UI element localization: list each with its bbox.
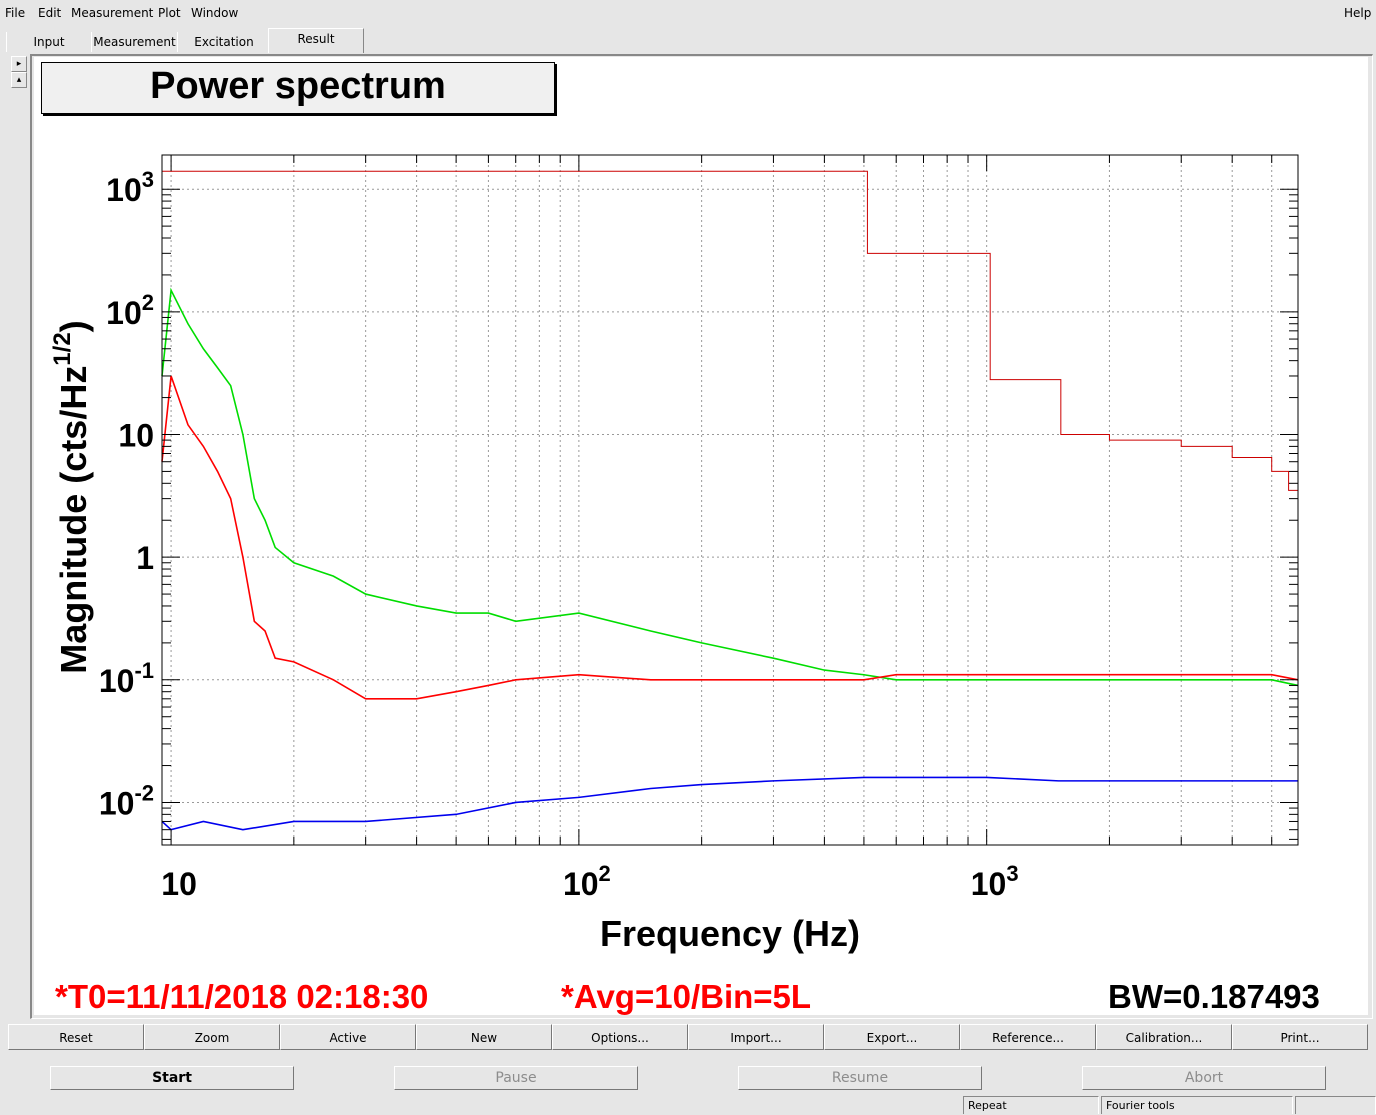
pause-button[interactable]: Pause [394,1066,638,1090]
t0-label: *T0=11/11/2018 02:18:30 [55,978,429,1015]
plot-frame [161,154,1299,846]
tab-result[interactable]: Result [268,28,364,53]
import-button[interactable]: Import... [688,1024,824,1050]
menu-help[interactable]: Help [1344,6,1372,20]
x-tick-label: 103 [971,861,1019,902]
series-darkred-line [162,170,1299,521]
y-tick-label: 10 [118,418,154,454]
statusbar-repeat: Repeat [963,1096,1099,1114]
series-green-line [161,287,1299,687]
y-axis-label: Magnitude (cts/Hz1/2) [49,320,94,673]
start-button[interactable]: Start [50,1066,294,1090]
y-tick-label: 102 [106,290,154,331]
y-tick-label: 103 [106,167,154,208]
avg-label: *Avg=10/Bin=5L [561,978,812,1015]
x-tick-label: 102 [563,861,611,902]
plot-title: Power spectrum [41,62,555,114]
active-button[interactable]: Active [280,1024,416,1050]
menu-edit[interactable]: Edit [38,6,62,20]
new-button[interactable]: New [416,1024,552,1050]
series-blue-line [161,776,1298,831]
menu-bar: File Edit Measurement Plot Window Help [0,0,1376,26]
statusbar-fourier: Fourier tools [1101,1096,1293,1114]
menu-file[interactable]: File [5,6,26,20]
export-button[interactable]: Export... [824,1024,960,1050]
y-tick-label: 1 [136,540,154,576]
x-axis-label: Frequency (Hz) [600,913,860,954]
menu-window[interactable]: Window [191,6,239,20]
y-tick-label: 10-2 [99,780,154,821]
x-tick-label: 10 [161,866,197,902]
menu-plot[interactable]: Plot [158,6,181,20]
bw-label: BW=0.187493 [1108,978,1320,1015]
zoom-button[interactable]: Zoom [144,1024,280,1050]
series-red-line [161,375,1299,700]
reference-button[interactable]: Reference... [960,1024,1096,1050]
canvas-frame [30,54,1373,1019]
scroll-up-icon[interactable]: ▴ [11,72,27,88]
statusbar-empty [1295,1096,1376,1114]
menu-measurement[interactable]: Measurement [71,6,154,20]
abort-button[interactable]: Abort [1082,1066,1326,1090]
resume-button[interactable]: Resume [738,1066,982,1090]
scroll-right-icon[interactable]: ▸ [11,56,27,72]
calibration-button[interactable]: Calibration... [1096,1024,1232,1050]
y-tick-label: 10-1 [99,658,154,699]
options-button[interactable]: Options... [552,1024,688,1050]
print-button[interactable]: Print... [1232,1024,1368,1050]
plot-canvas [34,57,1368,1015]
reset-button[interactable]: Reset [8,1024,144,1050]
